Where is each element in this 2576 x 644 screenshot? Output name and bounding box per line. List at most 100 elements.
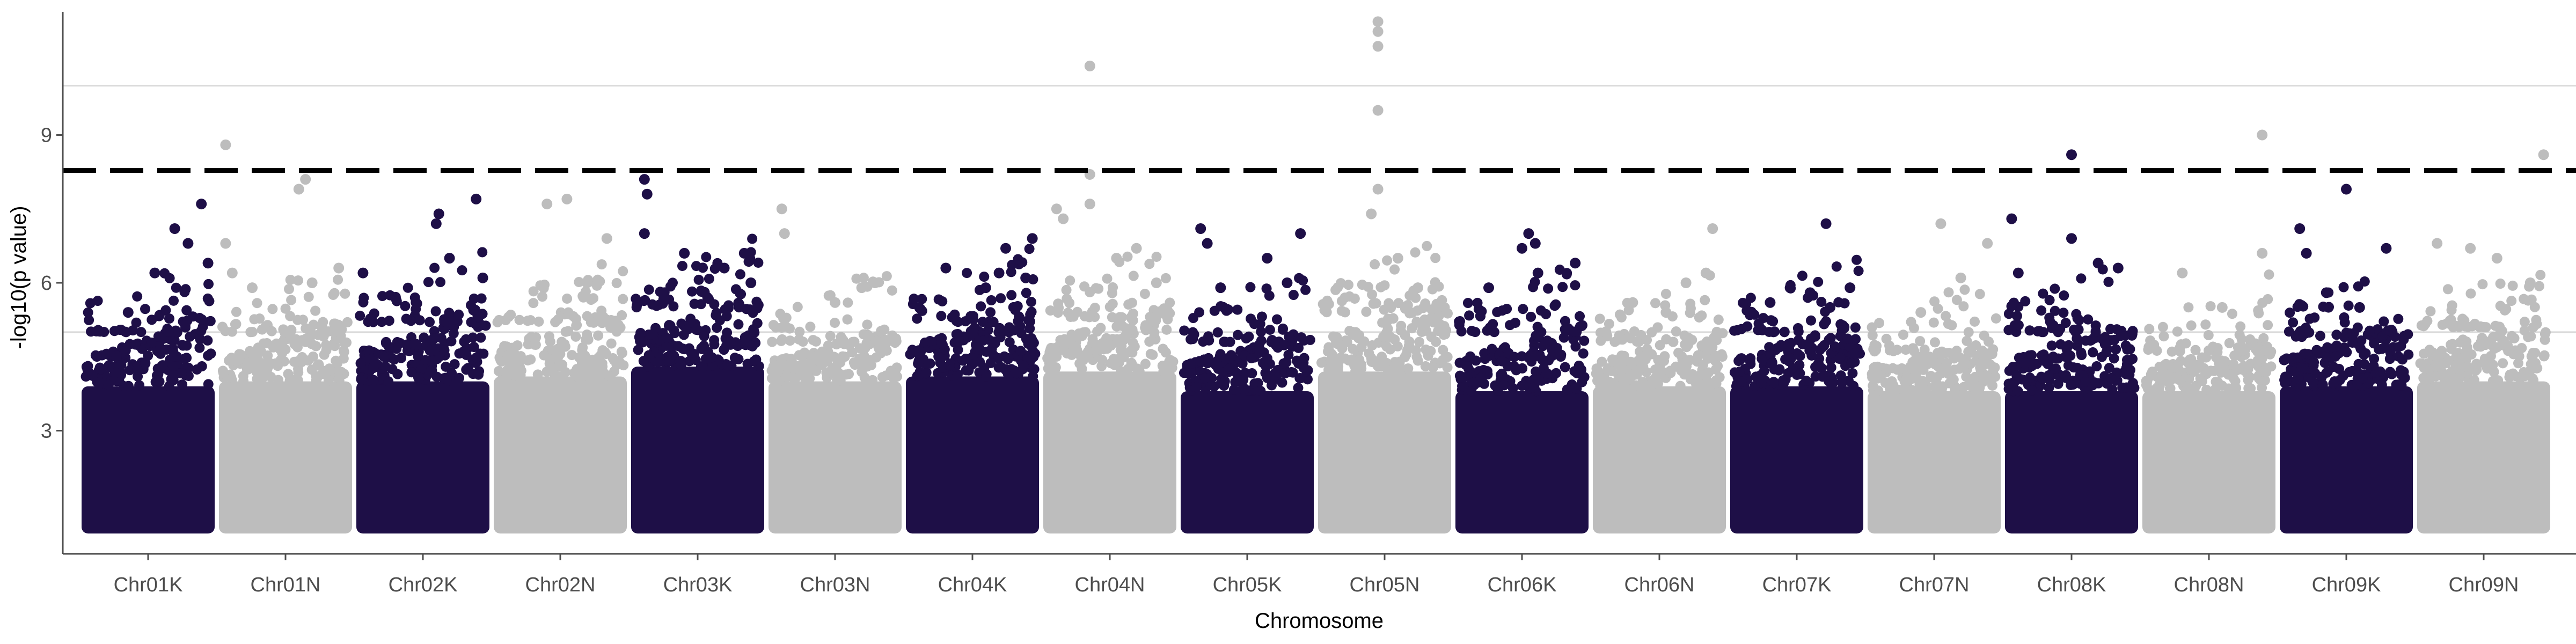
data-point [779, 228, 790, 239]
data-point [1335, 278, 1346, 289]
data-point [1806, 315, 1817, 326]
data-point [2027, 385, 2038, 396]
data-point [581, 277, 592, 288]
data-point [1149, 327, 1160, 338]
data-point [423, 277, 434, 288]
data-point [2104, 363, 2114, 374]
data-point [1337, 343, 1348, 354]
data-point [1526, 311, 1536, 322]
data-point [2048, 352, 2059, 362]
data-point [435, 277, 446, 288]
data-point [794, 326, 805, 337]
data-point [226, 372, 237, 383]
points-body-Chr09N [2417, 381, 2550, 534]
data-point [1065, 311, 1076, 322]
data-point [342, 317, 353, 327]
data-point [280, 344, 291, 355]
data-point [2127, 326, 2138, 336]
data-point [154, 310, 165, 320]
data-point [2309, 312, 2320, 323]
data-point [1286, 367, 1297, 378]
data-point [2180, 385, 2191, 396]
data-point [735, 288, 745, 299]
x-tick-label-Chr07N: Chr07N [1899, 574, 1970, 596]
data-point [1562, 384, 1572, 395]
data-point [1881, 363, 1892, 374]
data-point [1392, 253, 1403, 264]
chromosome-group-Chr09K [2279, 184, 2414, 534]
data-point [2048, 320, 2059, 331]
data-point [1528, 282, 1539, 292]
data-point [1456, 372, 1467, 383]
data-point [2211, 352, 2221, 363]
data-point [2141, 376, 2151, 386]
data-point [1907, 385, 1918, 396]
data-point [112, 350, 122, 361]
data-point [641, 188, 653, 200]
data-point [1439, 321, 1450, 332]
data-point [1558, 332, 1569, 343]
data-point [83, 361, 93, 371]
data-point [1851, 254, 1862, 265]
data-point [966, 312, 977, 323]
data-point [1768, 327, 1779, 338]
data-point [953, 345, 963, 355]
data-point [2158, 331, 2169, 342]
data-point [2089, 377, 2100, 388]
data-point [1412, 305, 1423, 316]
data-point [1958, 301, 1969, 312]
data-point [2183, 302, 2194, 313]
data-point [331, 355, 341, 366]
data-point [593, 330, 604, 341]
data-point [597, 318, 608, 328]
data-point [1293, 383, 1304, 393]
data-point [231, 306, 241, 317]
data-point [308, 351, 319, 362]
data-point [1826, 362, 1836, 373]
data-point [875, 348, 886, 358]
data-point [310, 305, 321, 316]
data-point [1518, 304, 1528, 314]
data-point [465, 300, 476, 311]
data-point [553, 371, 564, 382]
data-point [1368, 298, 1379, 309]
data-point [631, 302, 642, 313]
data-point [1004, 336, 1015, 347]
data-point [1323, 342, 1334, 353]
data-point [1395, 364, 1406, 375]
data-point [1027, 346, 1038, 356]
data-point [1984, 373, 1994, 384]
data-point [230, 319, 240, 330]
data-point [1189, 329, 1199, 340]
data-point [2011, 311, 2022, 321]
data-point [473, 369, 484, 380]
data-point [1943, 287, 1954, 298]
data-point [2230, 376, 2241, 386]
data-point [1842, 333, 1853, 344]
data-point [850, 360, 860, 370]
data-point [985, 357, 996, 368]
data-point [402, 282, 413, 293]
data-point [92, 296, 103, 306]
chromosome-group-Chr03N [766, 203, 903, 534]
data-point [1681, 361, 1692, 372]
data-point [123, 380, 134, 391]
data-point [447, 368, 457, 378]
data-point [2446, 343, 2457, 354]
data-point [2252, 346, 2263, 357]
data-point [2385, 346, 2396, 356]
data-point [1810, 362, 1821, 372]
data-point [877, 372, 888, 383]
data-point [1012, 301, 1023, 312]
data-point [1410, 292, 1421, 303]
data-point [220, 139, 231, 150]
data-point [1836, 378, 1847, 389]
data-point [749, 327, 760, 338]
data-point [159, 268, 170, 279]
points-body-Chr04K [906, 376, 1039, 534]
data-point [618, 266, 628, 276]
data-point [363, 317, 374, 327]
data-point [1370, 259, 1380, 269]
data-point [709, 299, 720, 310]
